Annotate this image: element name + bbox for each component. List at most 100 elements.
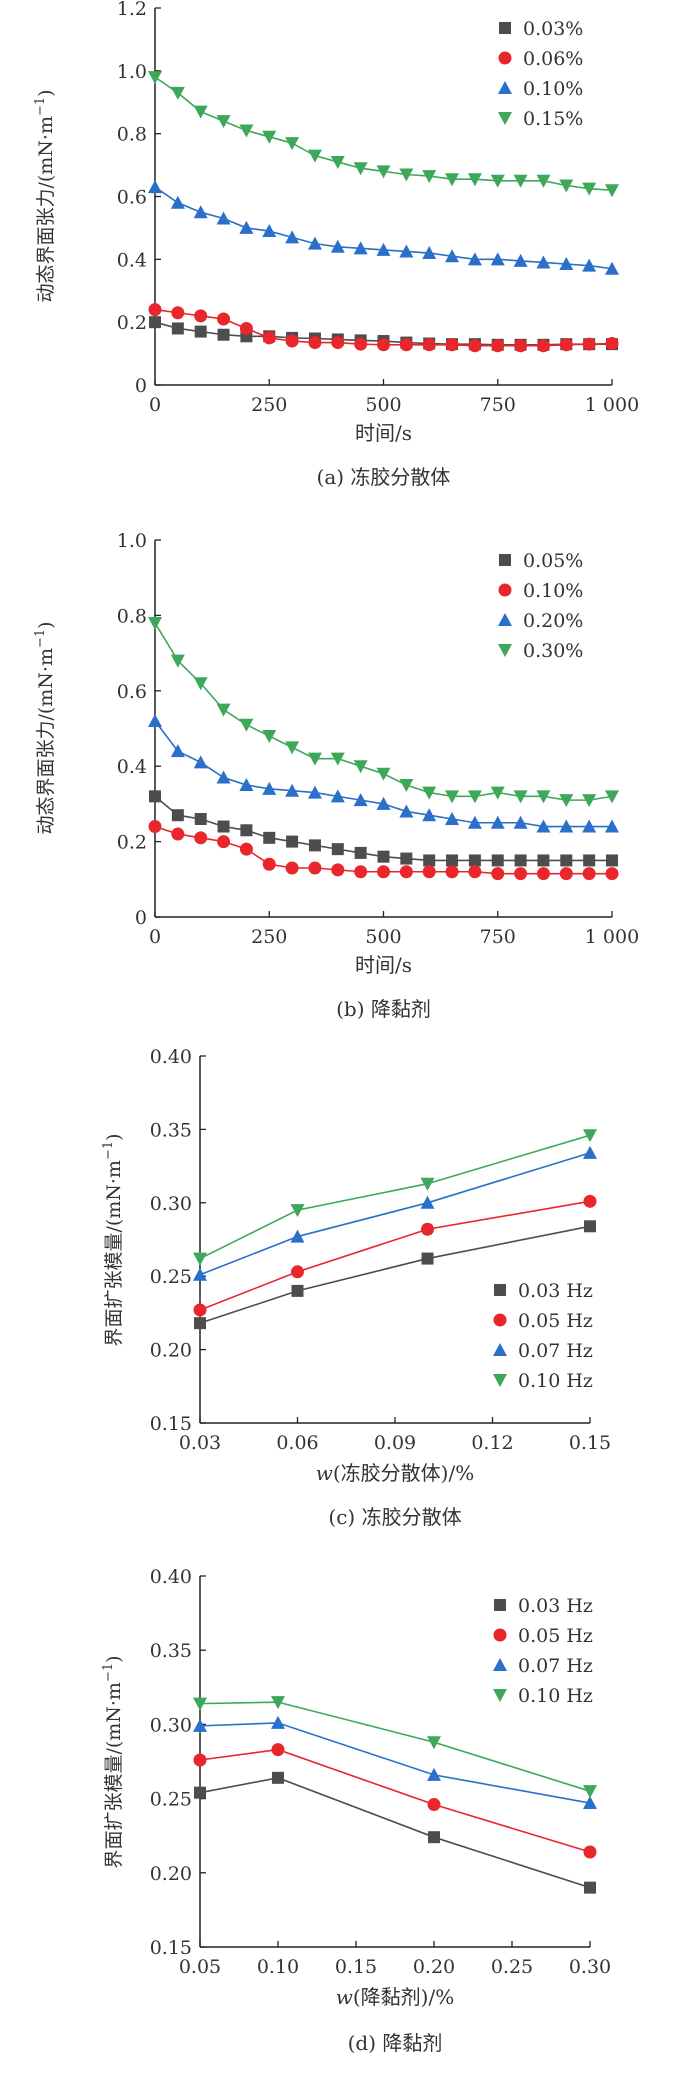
- legend-marker: [498, 613, 512, 626]
- data-point: [582, 337, 596, 351]
- data-point: [560, 854, 573, 867]
- data-point: [559, 257, 574, 271]
- data-point: [376, 767, 391, 781]
- data-point: [239, 718, 254, 732]
- data-point: [467, 815, 482, 829]
- data-point: [376, 165, 391, 179]
- series-0: [149, 790, 618, 867]
- y-axis-label-close: ): [103, 1655, 125, 1662]
- legend-marker: [498, 644, 512, 657]
- data-point: [605, 337, 619, 351]
- data-point: [399, 168, 414, 182]
- x-tick-label: 250: [251, 926, 287, 948]
- y-axis-label-text: 界面扩张模量/(mN·m: [103, 1160, 125, 1347]
- data-point: [421, 1252, 434, 1265]
- data-point: [399, 865, 413, 879]
- y-tick-label: 0.35: [150, 1640, 192, 1662]
- data-point: [331, 863, 345, 877]
- x-axis-label-var: w: [336, 1985, 353, 2009]
- data-point: [285, 137, 300, 151]
- data-point: [307, 752, 322, 766]
- data-point: [445, 338, 459, 352]
- legend-label: 0.05%: [523, 550, 583, 572]
- data-point: [271, 1696, 285, 1710]
- data-point: [491, 339, 505, 353]
- data-point: [193, 677, 208, 691]
- series-line: [199, 1722, 591, 1804]
- data-point: [427, 1736, 441, 1750]
- x-axis-label-text: (冻胶分散体)/%: [333, 1461, 474, 1485]
- x-tick-label: 500: [365, 926, 401, 948]
- data-point: [400, 852, 413, 865]
- data-point: [271, 1715, 285, 1729]
- data-point: [467, 173, 482, 187]
- data-point: [331, 336, 345, 350]
- data-point: [216, 115, 231, 129]
- data-point: [422, 338, 436, 352]
- x-axis-label: w(冻胶分散体)/%: [316, 1461, 474, 1485]
- data-point: [513, 174, 528, 188]
- x-axis-label-var: w: [316, 1461, 333, 1485]
- data-point: [285, 783, 300, 797]
- data-point: [513, 790, 528, 804]
- data-point: [422, 246, 437, 260]
- legend-marker: [498, 112, 512, 125]
- y-tick-label: 0.2: [117, 312, 147, 334]
- data-point: [291, 1284, 304, 1297]
- data-point: [605, 261, 619, 275]
- data-point: [376, 796, 391, 810]
- legend: 0.05% 0.10% 0.20% 0.30%: [498, 550, 583, 662]
- legend-label: 0.10 Hz: [518, 1685, 593, 1707]
- series-line: [199, 1748, 591, 1853]
- y-tick-label: 0: [135, 907, 147, 929]
- data-point: [217, 835, 231, 849]
- series-0: [194, 1220, 596, 1330]
- legend-marker: [498, 583, 512, 597]
- series-1: [148, 820, 619, 881]
- legend-marker: [493, 1628, 507, 1642]
- legend-label: 0.03%: [523, 18, 583, 40]
- data-point: [194, 831, 208, 845]
- data-point: [272, 1771, 284, 1784]
- series-line: [199, 1776, 591, 1889]
- data-point: [194, 325, 207, 338]
- x-axis-label-text: (降黏剂)/%: [353, 1985, 454, 2009]
- x-tick-label: 250: [251, 394, 287, 416]
- data-point: [582, 867, 596, 881]
- legend: 0.03 Hz 0.05 Hz 0.07 Hz 0.10 Hz: [493, 1280, 593, 1392]
- x-tick-label: 0.15: [335, 1956, 377, 1978]
- data-point: [513, 253, 528, 267]
- panel-caption: (b) 降黏剂: [336, 997, 431, 1021]
- legend-label: 0.10%: [523, 78, 583, 100]
- data-point: [216, 703, 231, 717]
- chart-panel-3: 0.15 0.20 0.25 0.30 0.35 0.40 0.05 0.10 0.15 0.20…: [101, 1566, 611, 2055]
- series-line: [199, 1200, 591, 1311]
- x-tick-label: 1 000: [585, 394, 639, 416]
- y-axis-label-sup: −1: [33, 629, 48, 648]
- data-point: [193, 205, 208, 219]
- data-point: [193, 1267, 207, 1281]
- data-point: [582, 819, 597, 833]
- y-tick-label: 0: [135, 375, 147, 397]
- data-point: [170, 86, 185, 100]
- data-point: [399, 338, 413, 352]
- data-point: [559, 794, 574, 808]
- legend-marker: [498, 81, 512, 94]
- data-point: [330, 789, 345, 803]
- y-tick-label: 0.2: [117, 832, 147, 854]
- data-point: [468, 865, 482, 879]
- series-2: [148, 713, 619, 833]
- x-tick-label: 0.25: [491, 1956, 533, 1978]
- y-tick-label: 0.20: [150, 1863, 192, 1885]
- data-point: [583, 1145, 597, 1159]
- data-point: [537, 854, 550, 867]
- x-tick-label: 0.12: [471, 1432, 513, 1454]
- x-axis-label: 时间/s: [355, 953, 412, 977]
- data-point: [148, 616, 162, 630]
- data-point: [559, 179, 574, 193]
- data-point: [559, 867, 573, 881]
- y-tick-label: 0.40: [150, 1046, 192, 1068]
- data-point: [514, 854, 527, 867]
- data-point: [170, 744, 185, 758]
- x-tick-label: 0.03: [179, 1432, 221, 1454]
